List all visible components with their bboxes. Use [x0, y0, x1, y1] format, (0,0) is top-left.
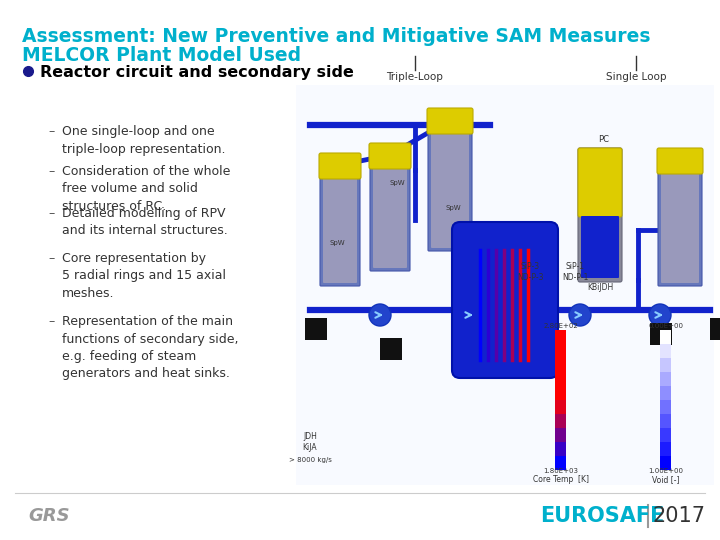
Bar	[660, 386, 671, 400]
Bar	[710, 318, 720, 340]
Bar	[305, 318, 327, 340]
FancyBboxPatch shape	[319, 153, 361, 179]
Text: Representation of the main
functions of secondary side,
e.g. feeding of steam
ge: Representation of the main functions of …	[62, 315, 238, 381]
Text: JDH
KiJA: JDH KiJA	[302, 432, 318, 452]
Bar	[660, 358, 671, 372]
Bar	[660, 414, 671, 428]
Text: GRS: GRS	[28, 507, 70, 525]
Text: One single-loop and one
triple-loop representation.: One single-loop and one triple-loop repr…	[62, 125, 225, 156]
Text: 2.80E+02: 2.80E+02	[544, 323, 578, 329]
FancyBboxPatch shape	[369, 143, 411, 169]
Text: Core representation by
5 radial rings and 15 axial
meshes.: Core representation by 5 radial rings an…	[62, 252, 226, 300]
Ellipse shape	[649, 304, 671, 326]
FancyBboxPatch shape	[320, 164, 360, 286]
Text: 1.00E+00: 1.00E+00	[649, 468, 683, 474]
Ellipse shape	[459, 304, 481, 326]
Bar	[660, 330, 671, 344]
FancyBboxPatch shape	[658, 159, 702, 286]
Text: –: –	[48, 315, 54, 328]
Text: KBiJDH: KBiJDH	[587, 283, 613, 292]
Ellipse shape	[369, 304, 391, 326]
Text: PC: PC	[598, 135, 610, 144]
Bar	[660, 442, 671, 456]
Text: 0.00E+00: 0.00E+00	[649, 323, 683, 329]
Text: SiP-1
ND-P-1: SiP-1 ND-P-1	[562, 262, 588, 282]
Bar	[650, 323, 672, 345]
Text: Core Temp  [K]: Core Temp [K]	[533, 475, 589, 484]
Text: 1.80E+03: 1.80E+03	[544, 468, 578, 474]
Text: SpW: SpW	[390, 180, 405, 186]
FancyBboxPatch shape	[661, 171, 699, 283]
Text: –: –	[48, 252, 54, 265]
Text: MELCOR Plant Model Used: MELCOR Plant Model Used	[22, 46, 301, 65]
Text: –: –	[48, 165, 54, 178]
FancyBboxPatch shape	[657, 148, 703, 174]
FancyBboxPatch shape	[578, 148, 622, 282]
Text: Triple-Loop: Triple-Loop	[387, 72, 444, 82]
Bar	[555, 400, 566, 414]
Bar	[660, 456, 671, 470]
Text: Void [-]: Void [-]	[652, 475, 680, 484]
FancyBboxPatch shape	[578, 148, 622, 217]
Bar	[555, 442, 566, 456]
FancyBboxPatch shape	[581, 216, 619, 278]
Bar	[555, 428, 566, 442]
Text: Consideration of the whole
free volume and solid
structures of RC.: Consideration of the whole free volume a…	[62, 165, 230, 213]
Text: 2017: 2017	[653, 506, 706, 526]
Text: Single Loop: Single Loop	[606, 72, 666, 82]
FancyBboxPatch shape	[370, 154, 410, 271]
Bar	[296, 85, 714, 485]
FancyBboxPatch shape	[428, 119, 472, 251]
Text: > 8000 kg/s: > 8000 kg/s	[289, 457, 331, 463]
Bar	[555, 456, 566, 470]
Bar	[660, 400, 671, 414]
Text: SpW: SpW	[330, 240, 346, 246]
Text: Detailed modelling of RPV
and its internal structures.: Detailed modelling of RPV and its intern…	[62, 207, 228, 238]
Bar	[660, 428, 671, 442]
Bar	[660, 372, 671, 386]
FancyBboxPatch shape	[323, 176, 357, 283]
Bar	[555, 344, 566, 358]
Ellipse shape	[569, 304, 591, 326]
Text: Reactor circuit and secondary side: Reactor circuit and secondary side	[40, 65, 354, 80]
Bar	[660, 344, 671, 358]
Text: Assessment: New Preventive and Mitigative SAM Measures: Assessment: New Preventive and Mitigativ…	[22, 27, 650, 46]
Bar	[555, 330, 566, 344]
Text: SpW: SpW	[445, 205, 461, 211]
FancyBboxPatch shape	[431, 131, 469, 248]
FancyBboxPatch shape	[452, 222, 558, 378]
Bar	[555, 372, 566, 386]
Bar	[555, 386, 566, 400]
Text: –: –	[48, 207, 54, 220]
Bar	[555, 414, 566, 428]
Text: –: –	[48, 125, 54, 138]
Bar	[555, 358, 566, 372]
Text: EUROSAFE: EUROSAFE	[540, 506, 665, 526]
FancyBboxPatch shape	[427, 108, 473, 134]
Bar	[380, 338, 402, 360]
FancyBboxPatch shape	[373, 166, 407, 268]
Text: SiP-3
ND-P-3: SiP-3 ND-P-3	[517, 262, 544, 282]
